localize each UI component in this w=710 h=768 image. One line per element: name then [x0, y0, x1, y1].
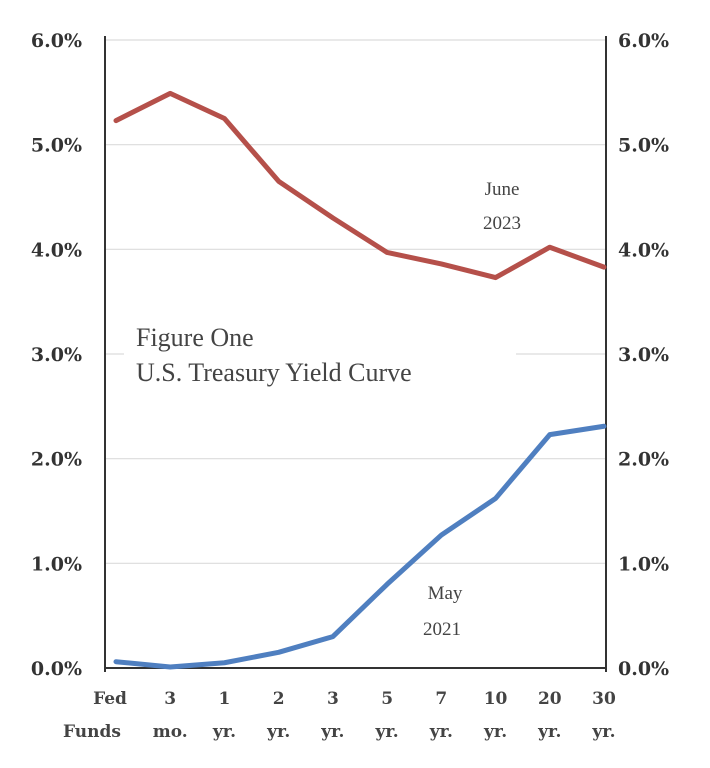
- x-tick-label-bottom: yr.: [429, 722, 453, 742]
- gridlines: [105, 39, 606, 564]
- x-tick-label-bottom: yr.: [266, 722, 290, 742]
- x-tick-label-top: 1: [219, 689, 231, 709]
- x-tick-labels: Fed Funds 3 mo. 1 yr. 2 yr. 3 yr. 5 yr. 7 yr. 10 yr. 20 y…: [63, 689, 616, 742]
- y-tick-label-left: 1.0%: [31, 553, 82, 575]
- x-tick-label-bottom: yr.: [483, 722, 507, 742]
- chart-title-line2: U.S. Treasury Yield Curve: [136, 358, 412, 387]
- series-line-june-2023: [113, 90, 607, 281]
- y-tick-label-left: 6.0%: [31, 30, 82, 52]
- y-tick-label-right: 1.0%: [618, 553, 669, 575]
- left-y-tick-labels: 0.0% 1.0% 2.0% 3.0% 4.0% 5.0% 6.0%: [31, 30, 82, 680]
- series-label-may-line1: May: [428, 583, 463, 604]
- x-tick-label-top: 20: [538, 689, 562, 709]
- y-tick-label-left: 3.0%: [31, 344, 82, 366]
- x-tick-label-top: 10: [484, 689, 508, 709]
- x-tick-label-bottom: yr.: [375, 722, 399, 742]
- x-tick-label-top: 3: [164, 689, 176, 709]
- series-label-may-line2: 2021: [423, 619, 461, 640]
- y-tick-label-left: 4.0%: [31, 239, 82, 261]
- series-label-june-line1: June: [485, 179, 520, 200]
- y-tick-label-left: 5.0%: [31, 135, 82, 157]
- x-tick-label-top: Fed: [93, 689, 127, 709]
- y-tick-label-right: 0.0%: [618, 658, 669, 680]
- y-tick-label-right: 5.0%: [618, 135, 669, 157]
- y-tick-label-right: 3.0%: [618, 344, 669, 366]
- x-tick-label-top: 5: [381, 689, 393, 709]
- title-background: [124, 318, 516, 392]
- x-tick-label-top: 7: [435, 689, 447, 709]
- chart-title-line1: Figure One: [136, 323, 254, 352]
- y-tick-label-right: 6.0%: [618, 30, 669, 52]
- y-tick-label-left: 2.0%: [31, 449, 82, 471]
- x-tick-label-bottom: yr.: [537, 722, 561, 742]
- y-tick-label-left: 0.0%: [31, 658, 82, 680]
- x-tick-label-top: 2: [273, 689, 285, 709]
- x-tick-label-bottom: yr.: [212, 722, 236, 742]
- x-tick-label-top: 30: [592, 689, 616, 709]
- right-y-tick-labels: 0.0% 1.0% 2.0% 3.0% 4.0% 5.0% 6.0%: [618, 30, 669, 680]
- x-tick-label-bottom: yr.: [591, 722, 615, 742]
- x-tick-label-top: 3: [327, 689, 339, 709]
- series-label-june-line2: 2023: [483, 213, 521, 234]
- series-line-may-2021: [113, 423, 607, 670]
- y-tick-label-right: 2.0%: [618, 449, 669, 471]
- x-tick-label-bottom: mo.: [153, 722, 188, 742]
- y-tick-label-right: 4.0%: [618, 239, 669, 261]
- x-tick-label-bottom: Funds: [63, 722, 121, 742]
- series-lines: [113, 90, 607, 670]
- x-tick-label-bottom: yr.: [320, 722, 344, 742]
